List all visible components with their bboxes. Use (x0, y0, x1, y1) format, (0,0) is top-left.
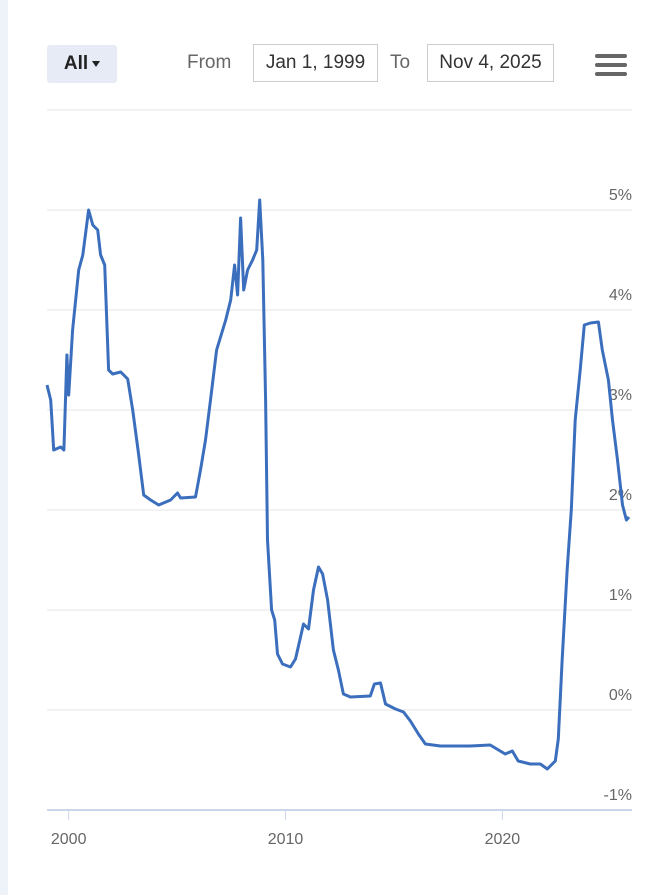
to-label: To (390, 52, 411, 73)
y-tick-label: 3% (609, 387, 632, 404)
y-tick-label: 5% (609, 187, 632, 204)
dropdown-arrow (92, 61, 101, 67)
side-strip (0, 0, 8, 895)
menu-button[interactable] (594, 52, 628, 78)
x-tick-label: 2020 (485, 831, 521, 848)
x-tick-label: 2010 (268, 831, 304, 848)
range-button-text: All (63, 53, 89, 74)
y-tick-label: 4% (609, 287, 632, 304)
y-tick-label: 0% (609, 687, 632, 704)
range-button[interactable]: All (47, 45, 117, 83)
data-line (45, 198, 631, 771)
y-tick-label: -1% (604, 787, 632, 804)
x-tick-label: 2000 (51, 831, 87, 848)
to-input[interactable]: Nov 4, 2025 (427, 44, 554, 82)
from-input[interactable]: Jan 1, 1999 (253, 44, 378, 82)
from-label: From (187, 52, 232, 73)
y-tick-label: 1% (609, 587, 632, 604)
